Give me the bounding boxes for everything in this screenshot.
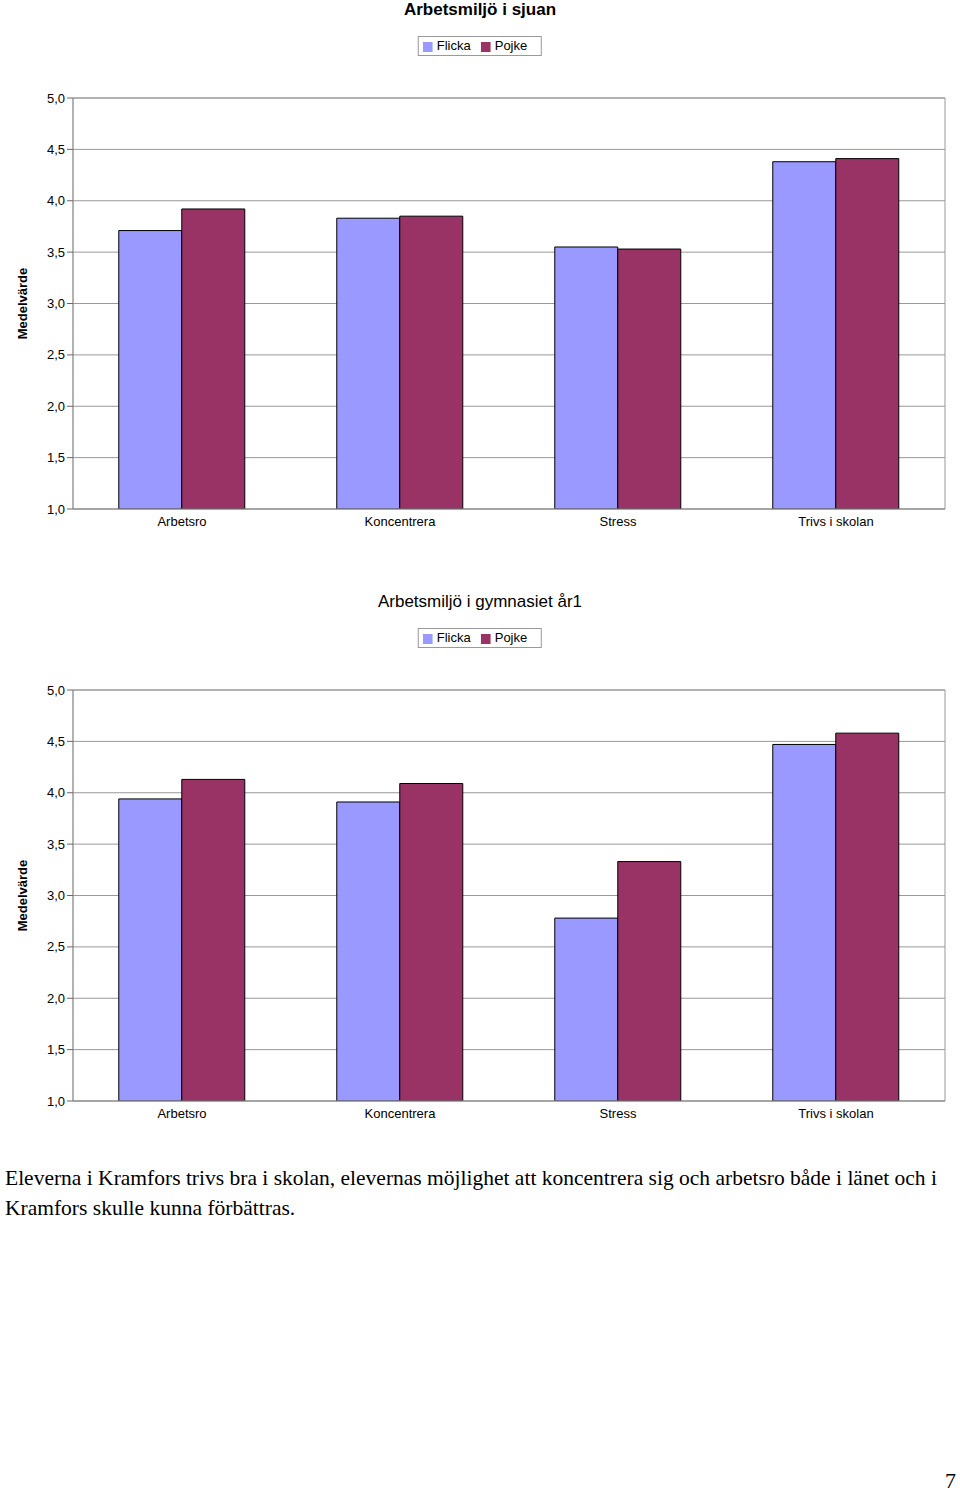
svg-text:Stress: Stress [600, 1106, 637, 1121]
svg-text:Trivs i skolan: Trivs i skolan [798, 1106, 873, 1121]
html-text:Flicka: Flicka [436, 38, 471, 53]
html-text:Arbetsmiljö i gymnasiet år1: Arbetsmiljö i gymnasiet år1 [378, 592, 582, 611]
html-text:Arbetsmiljö i sjuan: Arbetsmiljö i sjuan [404, 0, 556, 19]
svg-text:1,0: 1,0 [47, 502, 65, 517]
svg-text:1,5: 1,5 [47, 1042, 65, 1057]
svg-text:3,5: 3,5 [47, 837, 65, 852]
svg-text:3,0: 3,0 [47, 296, 65, 311]
svg-text:4,5: 4,5 [47, 142, 65, 157]
html-text:7: 7 [945, 1468, 956, 1493]
svg-text:4,5: 4,5 [47, 734, 65, 749]
svg-text:Medelvärde: Medelvärde [15, 860, 30, 932]
svg-text:Trivs i skolan: Trivs i skolan [798, 514, 873, 529]
svg-text:3,5: 3,5 [47, 245, 65, 260]
html-text:Pojke: Pojke [494, 630, 528, 645]
svg-text:2,5: 2,5 [47, 939, 65, 954]
svg-text:5,0: 5,0 [47, 91, 65, 106]
svg-text:2,0: 2,0 [47, 991, 65, 1006]
svg-text:3,0: 3,0 [47, 888, 65, 903]
html-text:Eleverna i Kramfors trivs bra: Eleverna i Kramfors trivs bra i skolan, … [5, 1166, 937, 1220]
svg-text:1,0: 1,0 [47, 1094, 65, 1109]
svg-text:Arbetsro: Arbetsro [157, 1106, 206, 1121]
svg-text:2,0: 2,0 [47, 399, 65, 414]
svg-text:Koncentrera: Koncentrera [365, 514, 437, 529]
svg-text:4,0: 4,0 [47, 785, 65, 800]
svg-text:2,5: 2,5 [47, 347, 65, 362]
svg-text:Stress: Stress [600, 514, 637, 529]
svg-text:5,0: 5,0 [47, 683, 65, 698]
svg-text:Arbetsro: Arbetsro [157, 514, 206, 529]
html-text:Pojke: Pojke [494, 38, 528, 53]
svg-text:Medelvärde: Medelvärde [15, 268, 30, 340]
svg-text:4,0: 4,0 [47, 193, 65, 208]
svg-text:Koncentrera: Koncentrera [365, 1106, 437, 1121]
html-text:Flicka: Flicka [436, 630, 471, 645]
svg-text:1,5: 1,5 [47, 450, 65, 465]
